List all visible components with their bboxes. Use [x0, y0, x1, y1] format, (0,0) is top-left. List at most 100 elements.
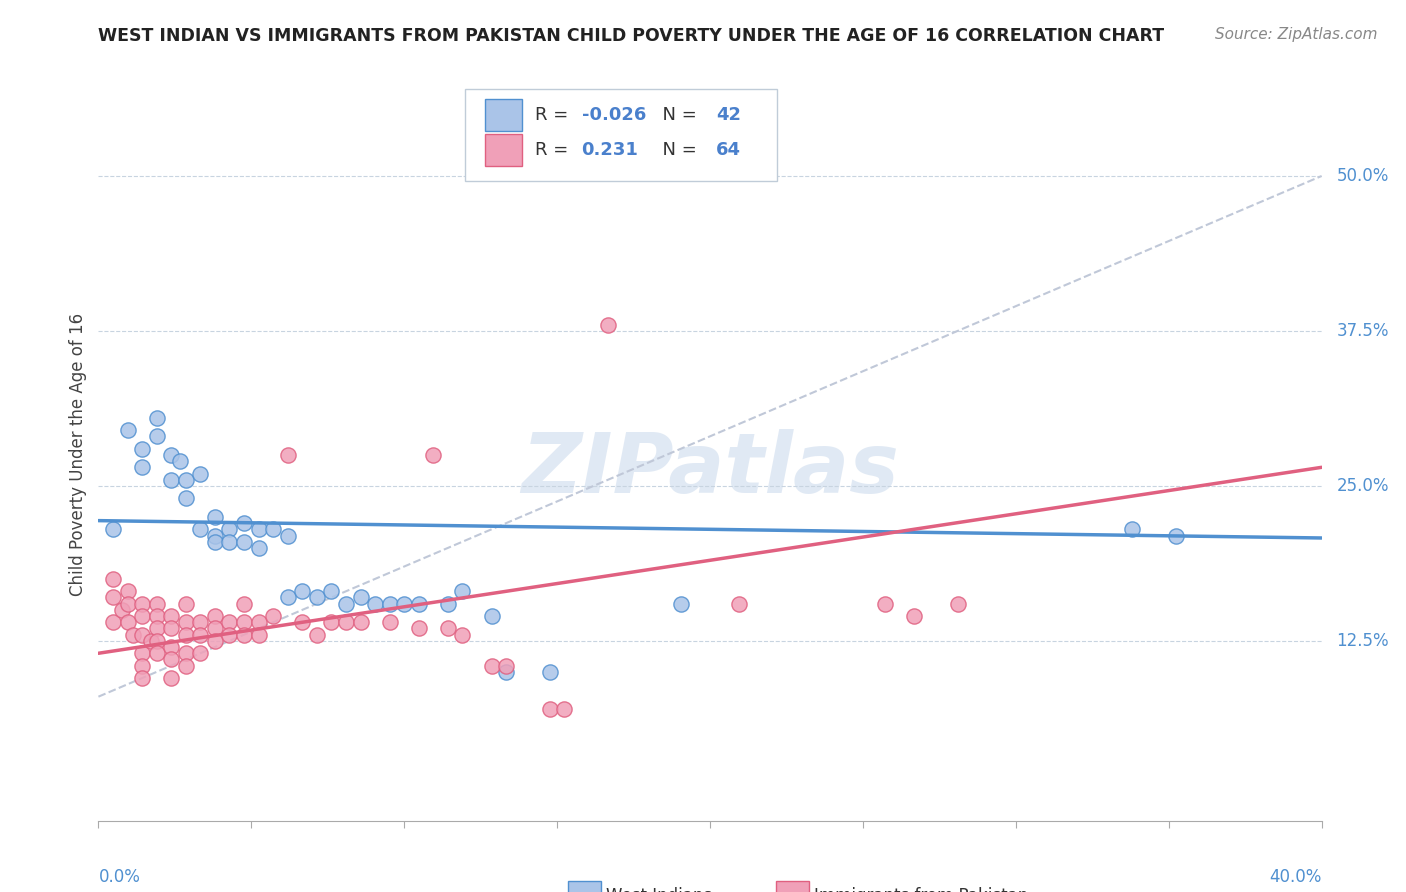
Point	[335, 615, 357, 630]
FancyBboxPatch shape	[485, 134, 522, 166]
Point	[538, 665, 561, 679]
Point	[873, 597, 896, 611]
Text: R =: R =	[536, 106, 574, 124]
Point	[117, 584, 139, 599]
Point	[188, 615, 212, 630]
Point	[160, 609, 183, 624]
Point	[101, 615, 124, 630]
Point	[131, 597, 153, 611]
Point	[122, 628, 145, 642]
Point	[481, 658, 503, 673]
Point	[903, 609, 925, 624]
Point	[262, 522, 284, 536]
Point	[169, 454, 191, 468]
Point	[145, 609, 167, 624]
Text: 64: 64	[716, 141, 741, 159]
Point	[553, 702, 575, 716]
Text: 40.0%: 40.0%	[1270, 868, 1322, 886]
Point	[160, 473, 183, 487]
Point	[145, 622, 167, 636]
Point	[946, 597, 969, 611]
Point	[174, 473, 197, 487]
FancyBboxPatch shape	[485, 99, 522, 131]
Point	[160, 622, 183, 636]
Point	[131, 671, 153, 685]
Point	[101, 522, 124, 536]
Text: WEST INDIAN VS IMMIGRANTS FROM PAKISTAN CHILD POVERTY UNDER THE AGE OF 16 CORREL: WEST INDIAN VS IMMIGRANTS FROM PAKISTAN …	[98, 27, 1164, 45]
Text: R =: R =	[536, 141, 586, 159]
FancyBboxPatch shape	[465, 89, 778, 180]
Point	[233, 628, 256, 642]
Point	[131, 646, 153, 660]
Point	[1164, 528, 1187, 542]
Point	[422, 448, 444, 462]
Point	[378, 615, 401, 630]
Point	[495, 658, 517, 673]
Point	[101, 572, 124, 586]
Point	[451, 628, 474, 642]
Text: 42: 42	[716, 106, 741, 124]
Point	[160, 671, 183, 685]
Point	[131, 609, 153, 624]
Point	[139, 633, 162, 648]
Point	[247, 615, 270, 630]
Point	[188, 628, 212, 642]
Point	[131, 628, 153, 642]
Point	[451, 584, 474, 599]
Point	[481, 609, 503, 624]
Point	[392, 597, 416, 611]
Text: West Indians: West Indians	[606, 887, 713, 892]
Point	[174, 658, 197, 673]
Point	[321, 615, 343, 630]
Point	[408, 597, 430, 611]
Point	[247, 628, 270, 642]
Point	[349, 615, 371, 630]
Text: Source: ZipAtlas.com: Source: ZipAtlas.com	[1215, 27, 1378, 42]
Point	[145, 429, 167, 443]
Point	[247, 541, 270, 555]
Point	[188, 646, 212, 660]
Point	[145, 633, 167, 648]
Point	[218, 628, 240, 642]
Text: -0.026: -0.026	[582, 106, 645, 124]
Point	[204, 609, 226, 624]
Point	[1121, 522, 1143, 536]
Point	[160, 448, 183, 462]
Point	[218, 534, 240, 549]
Point	[277, 528, 299, 542]
Text: 12.5%: 12.5%	[1336, 632, 1389, 650]
Point	[218, 522, 240, 536]
Point	[437, 622, 460, 636]
Point	[131, 460, 153, 475]
Point	[437, 597, 460, 611]
Point	[218, 615, 240, 630]
Point	[174, 491, 197, 506]
Point	[188, 467, 212, 481]
Point	[321, 584, 343, 599]
Point	[160, 652, 183, 666]
Point	[204, 528, 226, 542]
Point	[335, 597, 357, 611]
Point	[247, 522, 270, 536]
Point	[277, 591, 299, 605]
Point	[378, 597, 401, 611]
Point	[349, 591, 371, 605]
Text: ZIPatlas: ZIPatlas	[522, 429, 898, 510]
Point	[408, 622, 430, 636]
Point	[291, 584, 314, 599]
Point	[728, 597, 751, 611]
Point	[291, 615, 314, 630]
Point	[174, 646, 197, 660]
Text: 0.231: 0.231	[582, 141, 638, 159]
Point	[495, 665, 517, 679]
Point	[233, 615, 256, 630]
Text: 50.0%: 50.0%	[1336, 167, 1389, 185]
Point	[538, 702, 561, 716]
Point	[145, 646, 167, 660]
Point	[117, 423, 139, 437]
Text: N =: N =	[651, 106, 703, 124]
Point	[204, 633, 226, 648]
Point	[111, 603, 134, 617]
Text: Immigrants from Pakistan: Immigrants from Pakistan	[814, 887, 1028, 892]
Point	[277, 448, 299, 462]
